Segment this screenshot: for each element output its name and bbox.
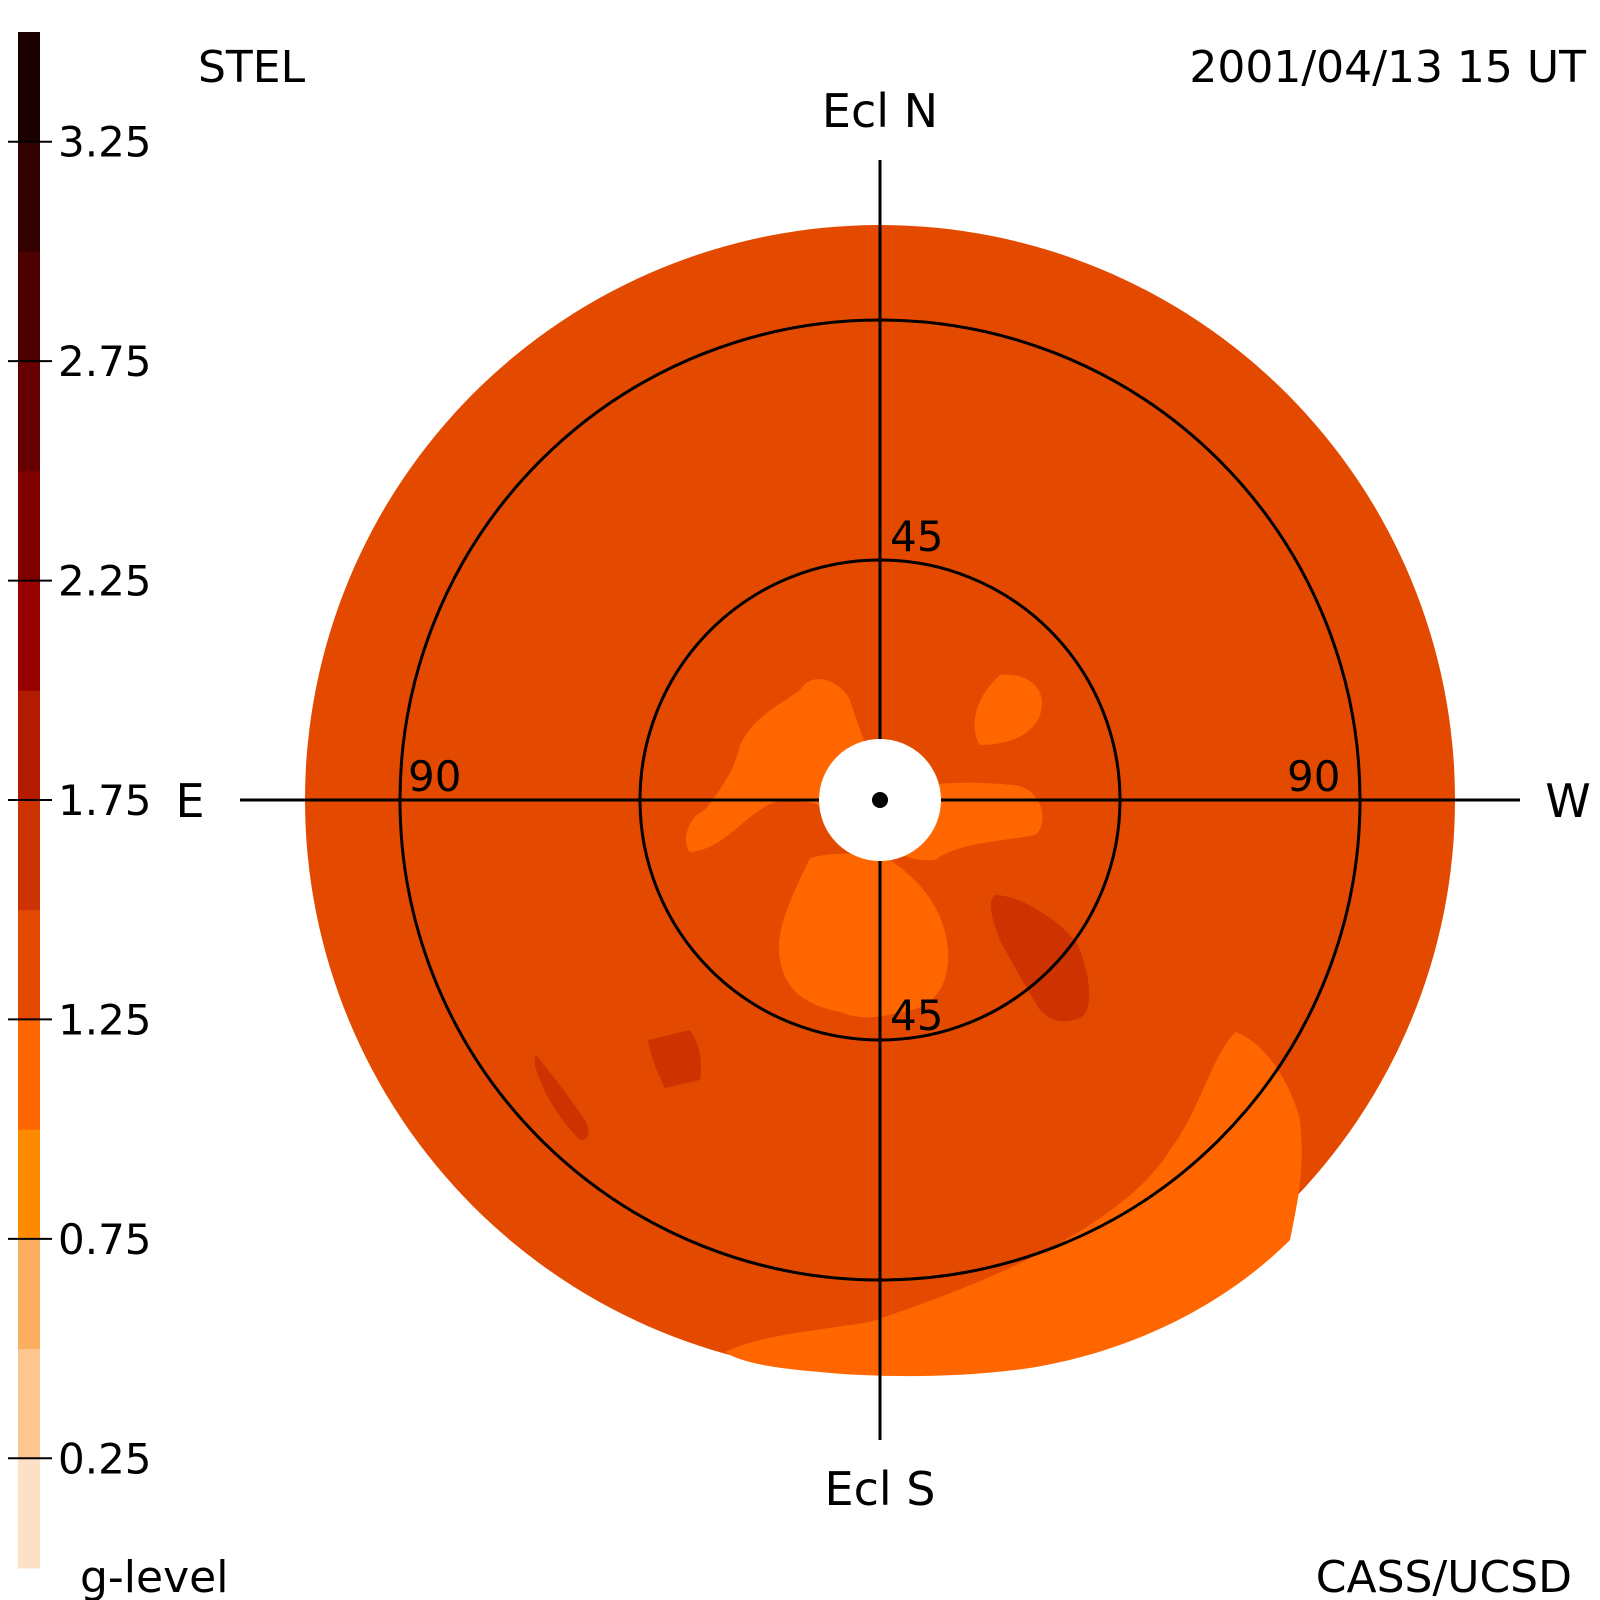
direction-west: W — [1545, 774, 1590, 828]
direction-south: Ecl S — [825, 1462, 936, 1516]
bright-lobe-nw — [685, 679, 872, 852]
colorbar-band — [18, 32, 40, 143]
colorbar-band — [18, 1129, 40, 1240]
colorbar-band — [18, 1019, 40, 1130]
sky-map — [240, 160, 1520, 1440]
colorbar-band — [18, 470, 40, 582]
dark-blob-sw — [648, 1030, 702, 1088]
ring-label-outer-right: 90 — [1287, 752, 1340, 801]
colorbar-band — [18, 251, 40, 362]
colorbar-band — [18, 690, 40, 801]
direction-east: E — [175, 774, 204, 828]
bright-lobe-s — [779, 853, 949, 1018]
colorbar-band — [18, 1348, 40, 1459]
instrument-label: STEL — [198, 42, 306, 93]
bright-lobe-ne — [974, 674, 1042, 745]
sun-center-dot — [872, 792, 888, 808]
colorbar-tick-label: 0.75 — [58, 1215, 152, 1264]
ring-label-outer-left: 90 — [408, 752, 461, 801]
ring-label-inner-top: 45 — [890, 512, 943, 561]
colorbar-band — [18, 141, 40, 252]
direction-north: Ecl N — [822, 84, 938, 138]
credit-label: CASS/UCSD — [1316, 1552, 1572, 1600]
colorbar-tick-label: 3.25 — [58, 118, 152, 167]
colorbar-tick-label: 0.25 — [58, 1434, 152, 1483]
colorbar-band — [18, 800, 40, 911]
colorbar-ticks: 3.25 2.75 2.25 1.75 1.25 0.75 0.25 — [8, 118, 152, 1483]
colorbar-band — [18, 361, 40, 472]
colorbar-band — [18, 909, 40, 1020]
colorbar-tick-label: 2.25 — [58, 557, 152, 606]
colorbar-tick-label: 1.75 — [58, 776, 152, 825]
colorbar-band — [18, 580, 40, 691]
colorbar — [18, 32, 40, 1569]
ring-label-inner-bottom: 45 — [890, 991, 943, 1040]
timestamp-label: 2001/04/13 15 UT — [1189, 42, 1586, 93]
colorbar-band — [18, 1458, 40, 1569]
colorbar-tick-label: 2.75 — [58, 337, 152, 386]
dark-blob-se — [990, 895, 1090, 1022]
bright-arc-region — [725, 1032, 1302, 1377]
colorbar-label: g-level — [80, 1552, 228, 1600]
colorbar-tick-label: 1.25 — [58, 995, 152, 1044]
colorbar-band — [18, 1238, 40, 1350]
dark-blob-sw2 — [534, 1055, 589, 1140]
